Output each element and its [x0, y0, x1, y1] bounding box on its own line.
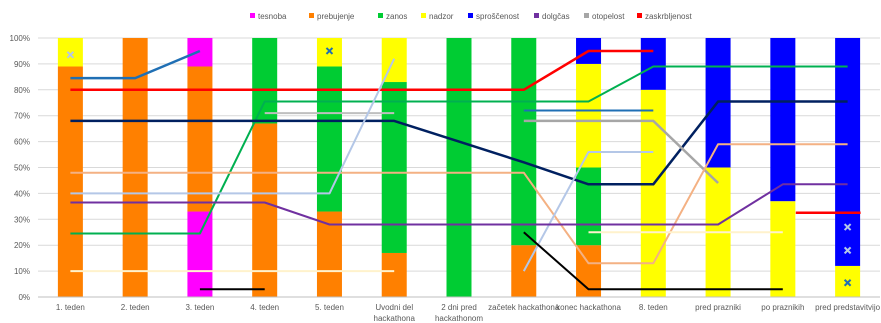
y-tick-label: 40%	[14, 189, 30, 198]
y-tick-label: 90%	[14, 60, 30, 69]
legend-swatch-otopelost	[584, 13, 589, 18]
legend-swatch-zanos	[378, 13, 383, 18]
bar-segment-zanos	[511, 38, 537, 246]
legend-swatch-tesnoba	[250, 13, 255, 18]
series-line	[70, 49, 201, 80]
bar-segment-zanos	[316, 66, 342, 212]
x-marker	[843, 223, 852, 231]
legend-label-prebujenje: prebujenje	[317, 12, 355, 21]
chart-markers	[66, 47, 852, 287]
series-line	[70, 100, 848, 186]
series-line	[522, 151, 654, 272]
chart-lines	[70, 49, 861, 291]
x-marker	[66, 51, 75, 59]
y-tick-label: 70%	[14, 112, 30, 121]
x-tick-label: pred prazniki	[695, 303, 741, 312]
x-marker	[843, 279, 852, 287]
x-marker-stroke	[66, 51, 75, 59]
x-marker-stroke	[843, 279, 852, 287]
bar-segment-zanos	[446, 38, 472, 297]
bar-segment-tesnoba	[187, 211, 213, 297]
legend-swatch-sproščenost	[468, 13, 473, 18]
x-marker	[325, 47, 334, 55]
series-line	[70, 143, 848, 265]
y-tick-label: 0%	[18, 293, 30, 302]
bar-segment-sproščenost	[770, 38, 796, 202]
bar-segment-prebujenje	[122, 38, 148, 297]
chart-legend: tesnoba prebujenje zanos nadzor sproščenost d…	[250, 12, 692, 21]
x-tick-label: 1. teden	[56, 303, 85, 312]
series-line	[70, 58, 396, 195]
bar-segment-nadzor	[576, 63, 602, 168]
bar-segment-prebujenje	[252, 123, 278, 297]
legend-swatch-prebujenje	[309, 13, 314, 18]
bar-segment-zanos	[252, 38, 278, 124]
bar-segment-nadzor	[57, 38, 83, 67]
legend-swatch-nadzor	[421, 13, 426, 18]
legend-label-sproščenost: sproščenost	[476, 12, 520, 21]
bar-segment-zanos	[381, 82, 407, 253]
legend-label-tesnoba: tesnoba	[258, 12, 287, 21]
bar-segment-prebujenje	[381, 252, 407, 297]
x-tick-label: 2 dni pred hackathonom	[435, 303, 483, 323]
x-tick-label: pred predstavitvijo	[815, 303, 880, 312]
y-tick-label: 10%	[14, 267, 30, 276]
x-tick-label: začetek hackathona	[488, 303, 560, 312]
x-axis: 1. teden 2. teden 3. teden 4. teden 5. teden…	[38, 296, 881, 323]
x-tick-label: 2. teden	[121, 303, 150, 312]
y-tick-label: 60%	[14, 138, 30, 147]
x-tick-label: Uvodni del hackathona	[374, 303, 416, 323]
legend-swatch-zaskrbljenost	[637, 13, 642, 18]
series-line	[70, 183, 848, 226]
y-tick-label: 20%	[14, 241, 30, 250]
x-tick-label: 3. teden	[185, 303, 214, 312]
legend-label-otopelost: otopelost	[592, 12, 625, 21]
y-axis: 0% 10% 20% 30% 40% 50% 60% 70% 80% 90% 100%	[10, 34, 30, 302]
x-marker-stroke	[325, 47, 334, 55]
x-marker	[843, 246, 852, 255]
bar-segment-prebujenje	[316, 211, 342, 297]
series-line	[70, 65, 848, 235]
x-marker-stroke	[843, 246, 852, 255]
y-tick-label: 100%	[10, 34, 30, 43]
series-line	[523, 119, 719, 184]
legend-label-zaskrbljenost: zaskrbljenost	[645, 12, 692, 21]
bar-segment-prebujenje	[187, 66, 213, 212]
x-tick-label: po praznikih	[761, 303, 804, 312]
y-tick-label: 50%	[14, 164, 30, 173]
legend-swatch-dolgčas	[534, 13, 539, 18]
x-tick-label: 5. teden	[315, 303, 344, 312]
chart-bars	[57, 38, 861, 298]
x-tick-label: konec hackathona	[556, 303, 621, 312]
y-tick-label: 80%	[14, 86, 30, 95]
x-tick-label: 4. teden	[250, 303, 279, 312]
series-line	[523, 231, 783, 291]
bar-segment-nadzor	[770, 201, 796, 297]
y-tick-label: 30%	[14, 215, 30, 224]
bar-segment-sproščenost	[640, 38, 666, 90]
bar-segment-zanos	[576, 167, 602, 246]
series-line	[70, 49, 654, 92]
legend-label-zanos: zanos	[386, 12, 407, 21]
bar-segment-sproščenost	[835, 38, 861, 266]
legend-label-nadzor: nadzor	[429, 12, 454, 21]
x-tick-label: 8. teden	[639, 303, 668, 312]
legend-label-dolgčas: dolgčas	[542, 12, 570, 21]
x-marker-stroke	[843, 223, 852, 231]
bar-segment-prebujenje	[57, 66, 83, 298]
